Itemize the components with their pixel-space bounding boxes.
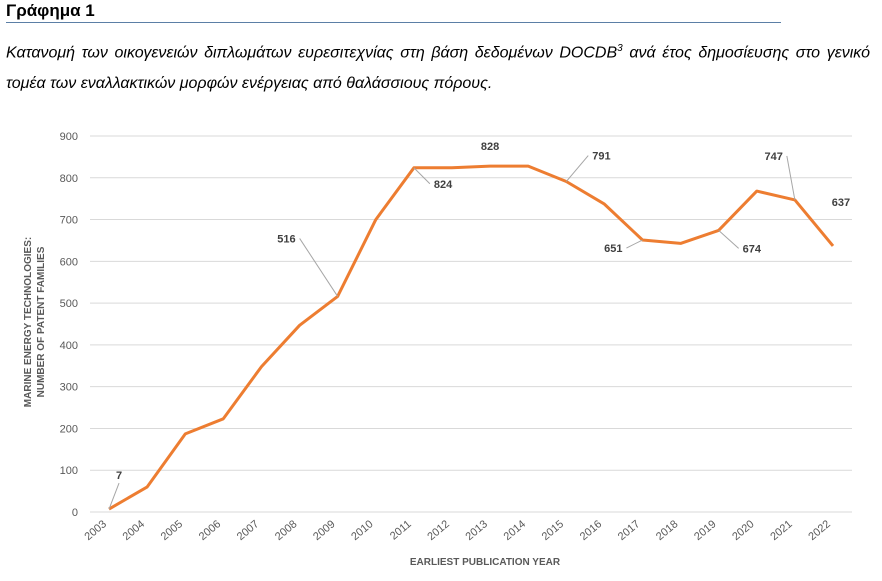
x-tick-label: 2005: [159, 518, 185, 543]
x-tick-label: 2013: [464, 518, 490, 543]
x-axis-title: EARLIEST PUBLICATION YEAR: [410, 557, 561, 568]
x-tick-label: 2014: [502, 518, 528, 543]
y-axis-ticks: 0 100 200 300 400 500 600 700 800 900: [60, 131, 78, 519]
x-axis-ticks: 2003 2004 2005 2006 2007 2008 2009 2010 2011 2012…: [83, 518, 833, 543]
y-axis-title-line1: MARINE ENERGY TECHNOLOGIES:: [23, 237, 34, 407]
y-tick-label: 800: [60, 173, 78, 185]
line-chart: 0100200300400500600700800900 20032004200…: [0, 0, 882, 581]
y-tick-label: 500: [60, 298, 78, 310]
y-tick-label: 0: [72, 507, 78, 519]
label-leader-lines: [109, 156, 795, 510]
x-tick-label: 2003: [83, 518, 109, 543]
data-label: 747: [764, 151, 782, 163]
leader-line: [626, 240, 642, 248]
x-tick-label: 2007: [235, 518, 261, 543]
data-label: 7: [116, 470, 122, 482]
data-label: 516: [277, 233, 295, 245]
y-axis-title-line2: NUMBER OF PATENT FAMILIES: [36, 246, 47, 397]
x-tick-label: 2022: [806, 518, 832, 543]
y-tick-label: 700: [60, 215, 78, 227]
data-label: 828: [481, 141, 499, 153]
y-tick-label: 900: [60, 131, 78, 143]
x-tick-label: 2009: [311, 518, 337, 543]
x-tick-label: 2021: [768, 518, 794, 543]
data-label: 674: [743, 243, 762, 255]
data-label: 791: [592, 151, 610, 163]
leader-line: [414, 168, 430, 184]
series-line: [109, 166, 833, 509]
y-tick-label: 300: [60, 382, 78, 394]
data-label: 637: [832, 197, 850, 209]
gridlines: [90, 136, 852, 512]
x-tick-label: 2016: [578, 518, 604, 543]
x-tick-label: 2011: [388, 518, 414, 542]
x-tick-label: 2020: [730, 518, 756, 543]
data-label: 651: [604, 243, 622, 255]
y-tick-label: 200: [60, 423, 78, 435]
x-tick-label: 2012: [425, 518, 451, 543]
x-tick-label: 2010: [349, 518, 375, 543]
y-tick-label: 600: [60, 256, 78, 268]
leader-line: [719, 230, 739, 248]
leader-line: [300, 238, 338, 296]
y-tick-label: 400: [60, 340, 78, 352]
y-tick-label: 100: [60, 465, 78, 477]
x-tick-label: 2017: [616, 518, 642, 543]
x-tick-label: 2006: [197, 518, 223, 543]
x-tick-label: 2018: [654, 518, 680, 543]
data-label: 824: [434, 179, 453, 191]
x-tick-label: 2004: [121, 518, 147, 543]
x-tick-label: 2019: [692, 518, 718, 543]
data-labels: 7 516 824 828 791 651 674 747 637: [116, 141, 850, 482]
x-tick-label: 2008: [273, 518, 299, 543]
x-tick-label: 2015: [540, 518, 566, 543]
